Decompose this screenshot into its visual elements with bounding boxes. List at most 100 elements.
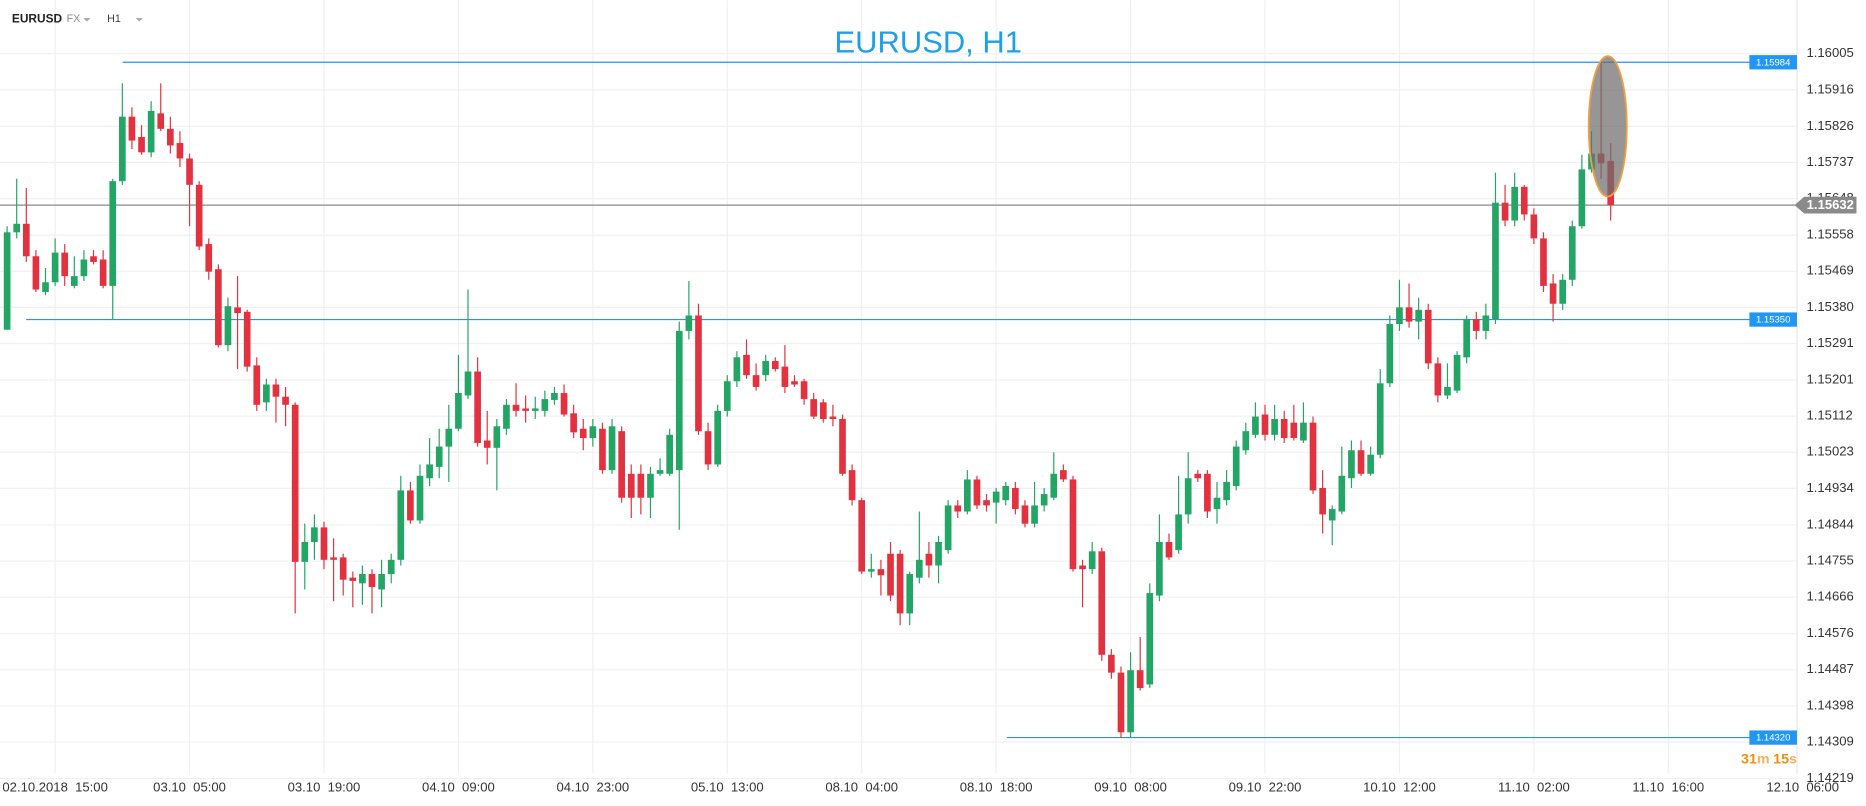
highlight-ellipse [1587, 55, 1628, 198]
candle-body [291, 404, 299, 562]
candle-body [1444, 386, 1451, 396]
candle-body [983, 500, 990, 506]
candle-body [320, 527, 328, 560]
candle-body [954, 505, 962, 512]
candle-body [1328, 509, 1336, 521]
candle-body [1252, 416, 1259, 435]
candle-body [896, 553, 904, 614]
level-label: 1.15350 [1756, 315, 1790, 326]
y-tick-label: 1.15737 [1806, 154, 1853, 169]
candle-body [589, 426, 597, 439]
y-tick-label: 1.15201 [1806, 371, 1853, 386]
current-price-label: 1.15632 [1807, 197, 1854, 212]
market[interactable]: FX [67, 13, 81, 25]
candle-body [1280, 418, 1288, 439]
candle-body [1146, 593, 1154, 685]
y-tick-label: 1.14487 [1806, 661, 1853, 676]
candle-body [608, 426, 616, 471]
candle-body [1415, 309, 1422, 322]
x-tick-label: 04.10 09:00 [422, 779, 495, 794]
candle-body [311, 527, 318, 542]
candle-body [973, 479, 981, 506]
candle-body [1175, 514, 1182, 551]
candle-body [877, 569, 885, 576]
candle-body [800, 381, 808, 400]
x-tick-label: 09.10 22:00 [1229, 779, 1302, 794]
candle-body [1204, 473, 1211, 512]
candle-body [944, 505, 952, 551]
candle-body [704, 431, 712, 465]
candle-body [1098, 551, 1106, 655]
candle-body [1136, 670, 1144, 689]
candle-body [1117, 672, 1125, 733]
candle-body [1156, 541, 1163, 596]
candle-body [1540, 238, 1547, 286]
y-tick-label: 1.15380 [1806, 299, 1853, 314]
candle-body [205, 244, 213, 272]
countdown-part: 15 [1773, 751, 1789, 767]
candle-body [1549, 283, 1557, 304]
candle-body [1530, 214, 1538, 239]
candle-body [1108, 654, 1115, 673]
x-tick-label: 02.10.2018 15:00 [2, 779, 107, 794]
level-label: 1.15984 [1756, 57, 1791, 68]
candle-body [1338, 475, 1346, 512]
candle-body [964, 479, 971, 512]
y-tick-label: 1.16005 [1806, 45, 1853, 60]
candle-body [1463, 319, 1470, 358]
candle-body [1520, 186, 1528, 215]
candle-body [167, 128, 174, 146]
chart-title: EURUSD, H1 [835, 24, 1022, 59]
candle-body [109, 181, 117, 286]
overlay [1587, 55, 1628, 198]
symbol[interactable]: EURUSD [12, 11, 63, 25]
candle-body [1184, 478, 1192, 515]
candle-body [51, 252, 59, 283]
candle-body [714, 410, 722, 465]
level-label: 1.14320 [1756, 733, 1790, 744]
candle-body [128, 116, 136, 141]
x-tick-label: 09.10 08:00 [1094, 779, 1167, 794]
candle-body [1501, 202, 1509, 221]
x-tick-label: 12.10 06:00 [1766, 779, 1839, 794]
candle-body [272, 384, 280, 397]
y-tick-label: 1.14398 [1806, 697, 1853, 712]
candle-body [762, 360, 770, 376]
dropdown-caret[interactable] [135, 18, 143, 22]
y-tick-label: 1.15469 [1806, 263, 1853, 278]
current-price-tag [1794, 196, 1857, 214]
candle-body [1271, 418, 1278, 435]
candle-body [810, 399, 818, 417]
y-tick-label: 1.15023 [1806, 444, 1853, 459]
candle-body [522, 408, 529, 411]
candle-body [215, 269, 222, 346]
timeframe[interactable]: H1 [107, 13, 121, 25]
candle-body [1069, 479, 1077, 570]
y-tick-label: 1.14219 [1806, 770, 1853, 785]
candle-body [339, 557, 347, 580]
y-tick-label: 1.14755 [1806, 552, 1853, 567]
candle-body [349, 577, 357, 581]
candle-body [839, 418, 846, 474]
candle-body [887, 553, 894, 596]
candle-body [435, 446, 443, 467]
candle-body [1079, 565, 1086, 570]
candle-body [599, 428, 606, 471]
countdown: 31m 15s [1741, 751, 1797, 767]
dropdown-caret[interactable] [83, 18, 91, 22]
candle-body [330, 557, 337, 560]
candle-body [253, 365, 261, 405]
candle-body [1223, 481, 1230, 501]
candle-body [1348, 450, 1355, 479]
candle-body [819, 402, 827, 419]
candle-body [407, 490, 414, 521]
y-tick-label: 1.15916 [1806, 81, 1853, 96]
candle-body [579, 428, 587, 439]
x-tick-label: 11.10 02:00 [1498, 779, 1570, 794]
candle-body [13, 223, 21, 233]
candle-body [1261, 414, 1269, 435]
y-tick-label: 1.15826 [1806, 118, 1853, 133]
axes: 1.160051.159161.158261.157371.156481.155… [2, 0, 1857, 794]
